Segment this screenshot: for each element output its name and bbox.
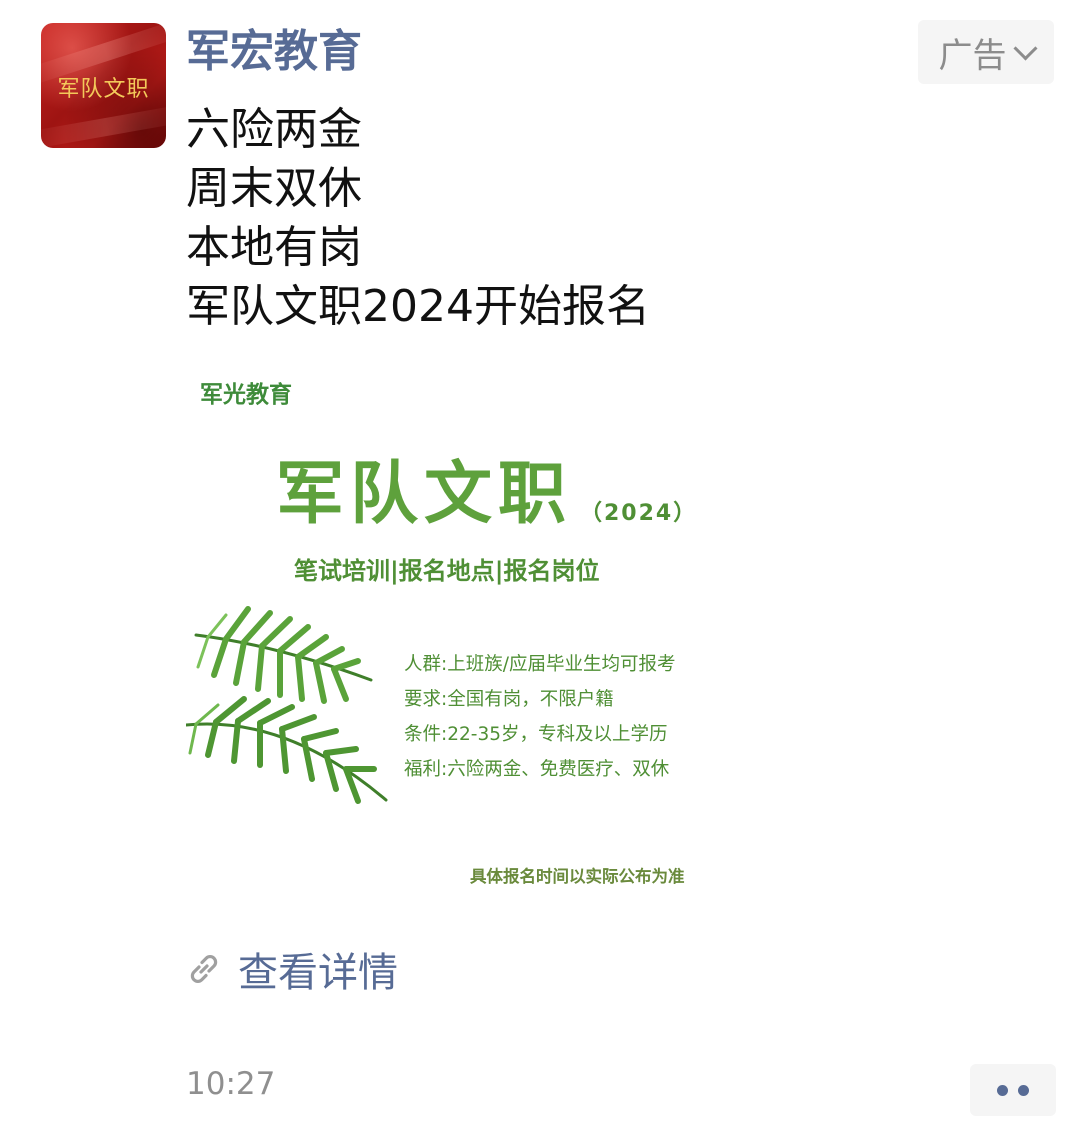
poster-title: 军队文职 (276, 455, 573, 534)
poster-detail-line: 人群:上班族/应届毕业生均可报考 (404, 654, 676, 675)
view-details-label: 查看详情 (238, 950, 398, 996)
poster-brand: 军光教育 (200, 382, 292, 408)
more-dots-icon (1018, 1084, 1029, 1096)
avatar-text: 军队文职 (57, 77, 150, 102)
link-icon (190, 955, 218, 983)
poster-footnote: 具体报名时间以实际公布为准 (470, 867, 685, 886)
more-options-button[interactable] (970, 1064, 1056, 1116)
poster-year: （2024） (580, 501, 698, 526)
ad-copy-line: 六险两金 (186, 104, 362, 155)
ad-image[interactable]: 军光教育 军队文职 （2024） 笔试培训|报名地点|报名岗位 (186, 355, 726, 915)
account-avatar[interactable]: 军队文职 (41, 23, 166, 148)
poster-detail-line: 要求:全国有岗，不限户籍 (404, 689, 614, 710)
ad-copy-line: 军队文职2024开始报名 (186, 281, 650, 332)
view-details-link[interactable]: 查看详情 (186, 940, 398, 998)
avatar-fabric-fold (41, 103, 166, 148)
more-dots-icon (997, 1084, 1008, 1096)
ad-menu-button[interactable]: 广告 (918, 20, 1054, 84)
poster-detail-line: 条件:22-35岁，专科及以上学历 (404, 724, 668, 745)
post-timestamp: 10:27 (186, 1066, 276, 1102)
ad-copy-line: 周末双休 (186, 163, 362, 214)
ad-label: 广告 (938, 35, 1007, 76)
account-name[interactable]: 军宏教育 (186, 26, 362, 77)
ad-copy: 六险两金 周末双休 本地有岗 军队文职2024开始报名 (186, 100, 650, 336)
poster-subtitle: 笔试培训|报名地点|报名岗位 (294, 557, 600, 585)
chevron-down-icon (1012, 35, 1038, 61)
palm-leaf-illustration (186, 606, 388, 804)
poster-detail-line: 福利:六险两金、免费医疗、双休 (404, 759, 670, 780)
ad-copy-line: 本地有岗 (186, 222, 362, 273)
poster-details: 人群:上班族/应届毕业生均可报考 要求:全国有岗，不限户籍 条件:22-35岁，… (404, 647, 675, 787)
